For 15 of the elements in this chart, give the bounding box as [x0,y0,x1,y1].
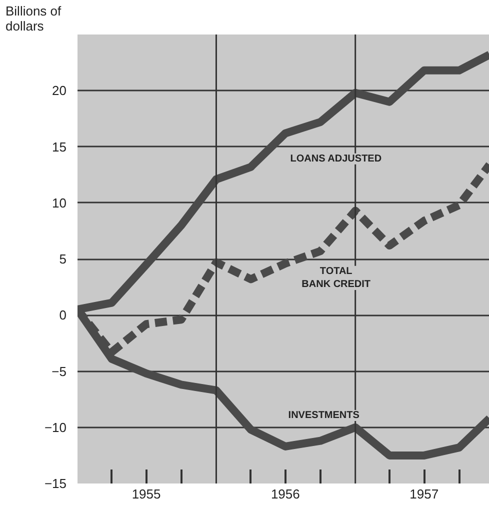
x-tick-label: 1956 [270,486,300,502]
y-tick-label: 20 [52,83,67,98]
x-tick-label: 1957 [410,486,439,502]
y-tick-label: 10 [52,195,67,210]
series-label: LOANS ADJUSTED [290,153,382,164]
series-label: TOTAL BANK CREDIT [302,266,371,290]
y-tick-label: 15 [52,139,67,154]
x-tick-label: 1955 [132,486,161,502]
y-tick-label: 0 [59,308,67,323]
y-tick-label: −5 [52,364,67,379]
y-tick-label: 5 [59,252,67,266]
y-tick-label: −10 [44,420,67,435]
y-axis-title: Billions of dollars [6,4,62,34]
y-tick-label: −15 [44,476,67,491]
series-label: INVESTMENTS [288,410,360,421]
